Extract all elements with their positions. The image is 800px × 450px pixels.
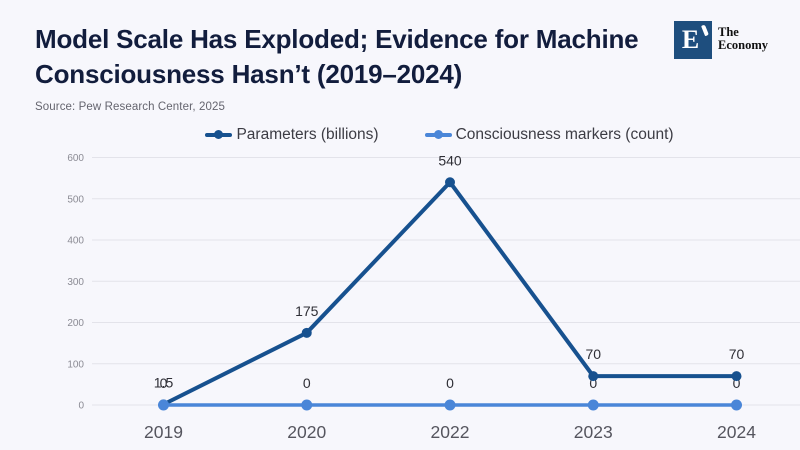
y-tick-label: 500 [67,194,84,205]
value-label-parameters: 70 [729,346,745,362]
brand-name-line1: The [718,25,739,39]
legend-label-consciousness: Consciousness markers (count) [455,126,674,143]
consciousness-point [158,399,169,411]
y-tick-label: 600 [67,153,84,164]
legend-marker-parameters [205,130,233,140]
chart-legend: Parameters (billions) Consciousness mark… [57,124,800,146]
value-label-consciousness: 0 [446,375,454,391]
logo-letter: E [681,25,700,54]
logo-accent-icon [700,24,708,37]
parameters-point [731,371,742,382]
legend-item-consciousness: Consciousness markers (count) [424,126,674,144]
y-tick-label: 100 [67,359,84,370]
legend-label-parameters: Parameters (billions) [236,126,379,143]
value-label-parameters: 1.5 [154,374,174,390]
y-tick-label: 300 [67,277,84,288]
consciousness-point [587,399,599,411]
brand-name: The Economy [718,21,768,52]
value-label-parameters: 70 [585,346,601,362]
parameters-point [588,371,599,382]
consciousness-point [731,399,742,411]
x-tick-label: 2024 [717,422,756,442]
value-label-consciousness: 0 [589,375,597,391]
legend-marker-consciousness [424,130,452,140]
chart-title: Model Scale Has Exploded; Evidence for M… [35,24,639,89]
value-label-consciousness: 0 [160,375,168,391]
consciousness-point [301,399,313,411]
x-tick-label: 2023 [574,422,613,442]
y-tick-label: 400 [67,236,84,247]
value-label-parameters: 175 [295,303,319,319]
parameters-point [301,327,312,338]
x-tick-label: 2022 [431,422,470,442]
value-label-parameters: 540 [438,152,462,168]
brand-name-line2: Economy [718,38,768,52]
x-tick-label: 2020 [287,422,326,442]
x-tick-label: 2019 [144,422,183,442]
brand-logo: E The Economy [674,21,768,59]
y-tick-label: 200 [67,318,84,329]
logo-monogram-box: E [674,21,712,59]
parameters-line [161,180,739,407]
source-note: Source: Pew Research Center, 2025 [35,101,225,113]
consciousness-point [444,399,456,411]
legend-item-parameters: Parameters (billions) [205,126,379,144]
parameters-point [445,177,455,188]
value-label-consciousness: 0 [303,375,311,391]
value-label-consciousness: 0 [733,375,741,391]
y-tick-label: 0 [78,401,84,412]
